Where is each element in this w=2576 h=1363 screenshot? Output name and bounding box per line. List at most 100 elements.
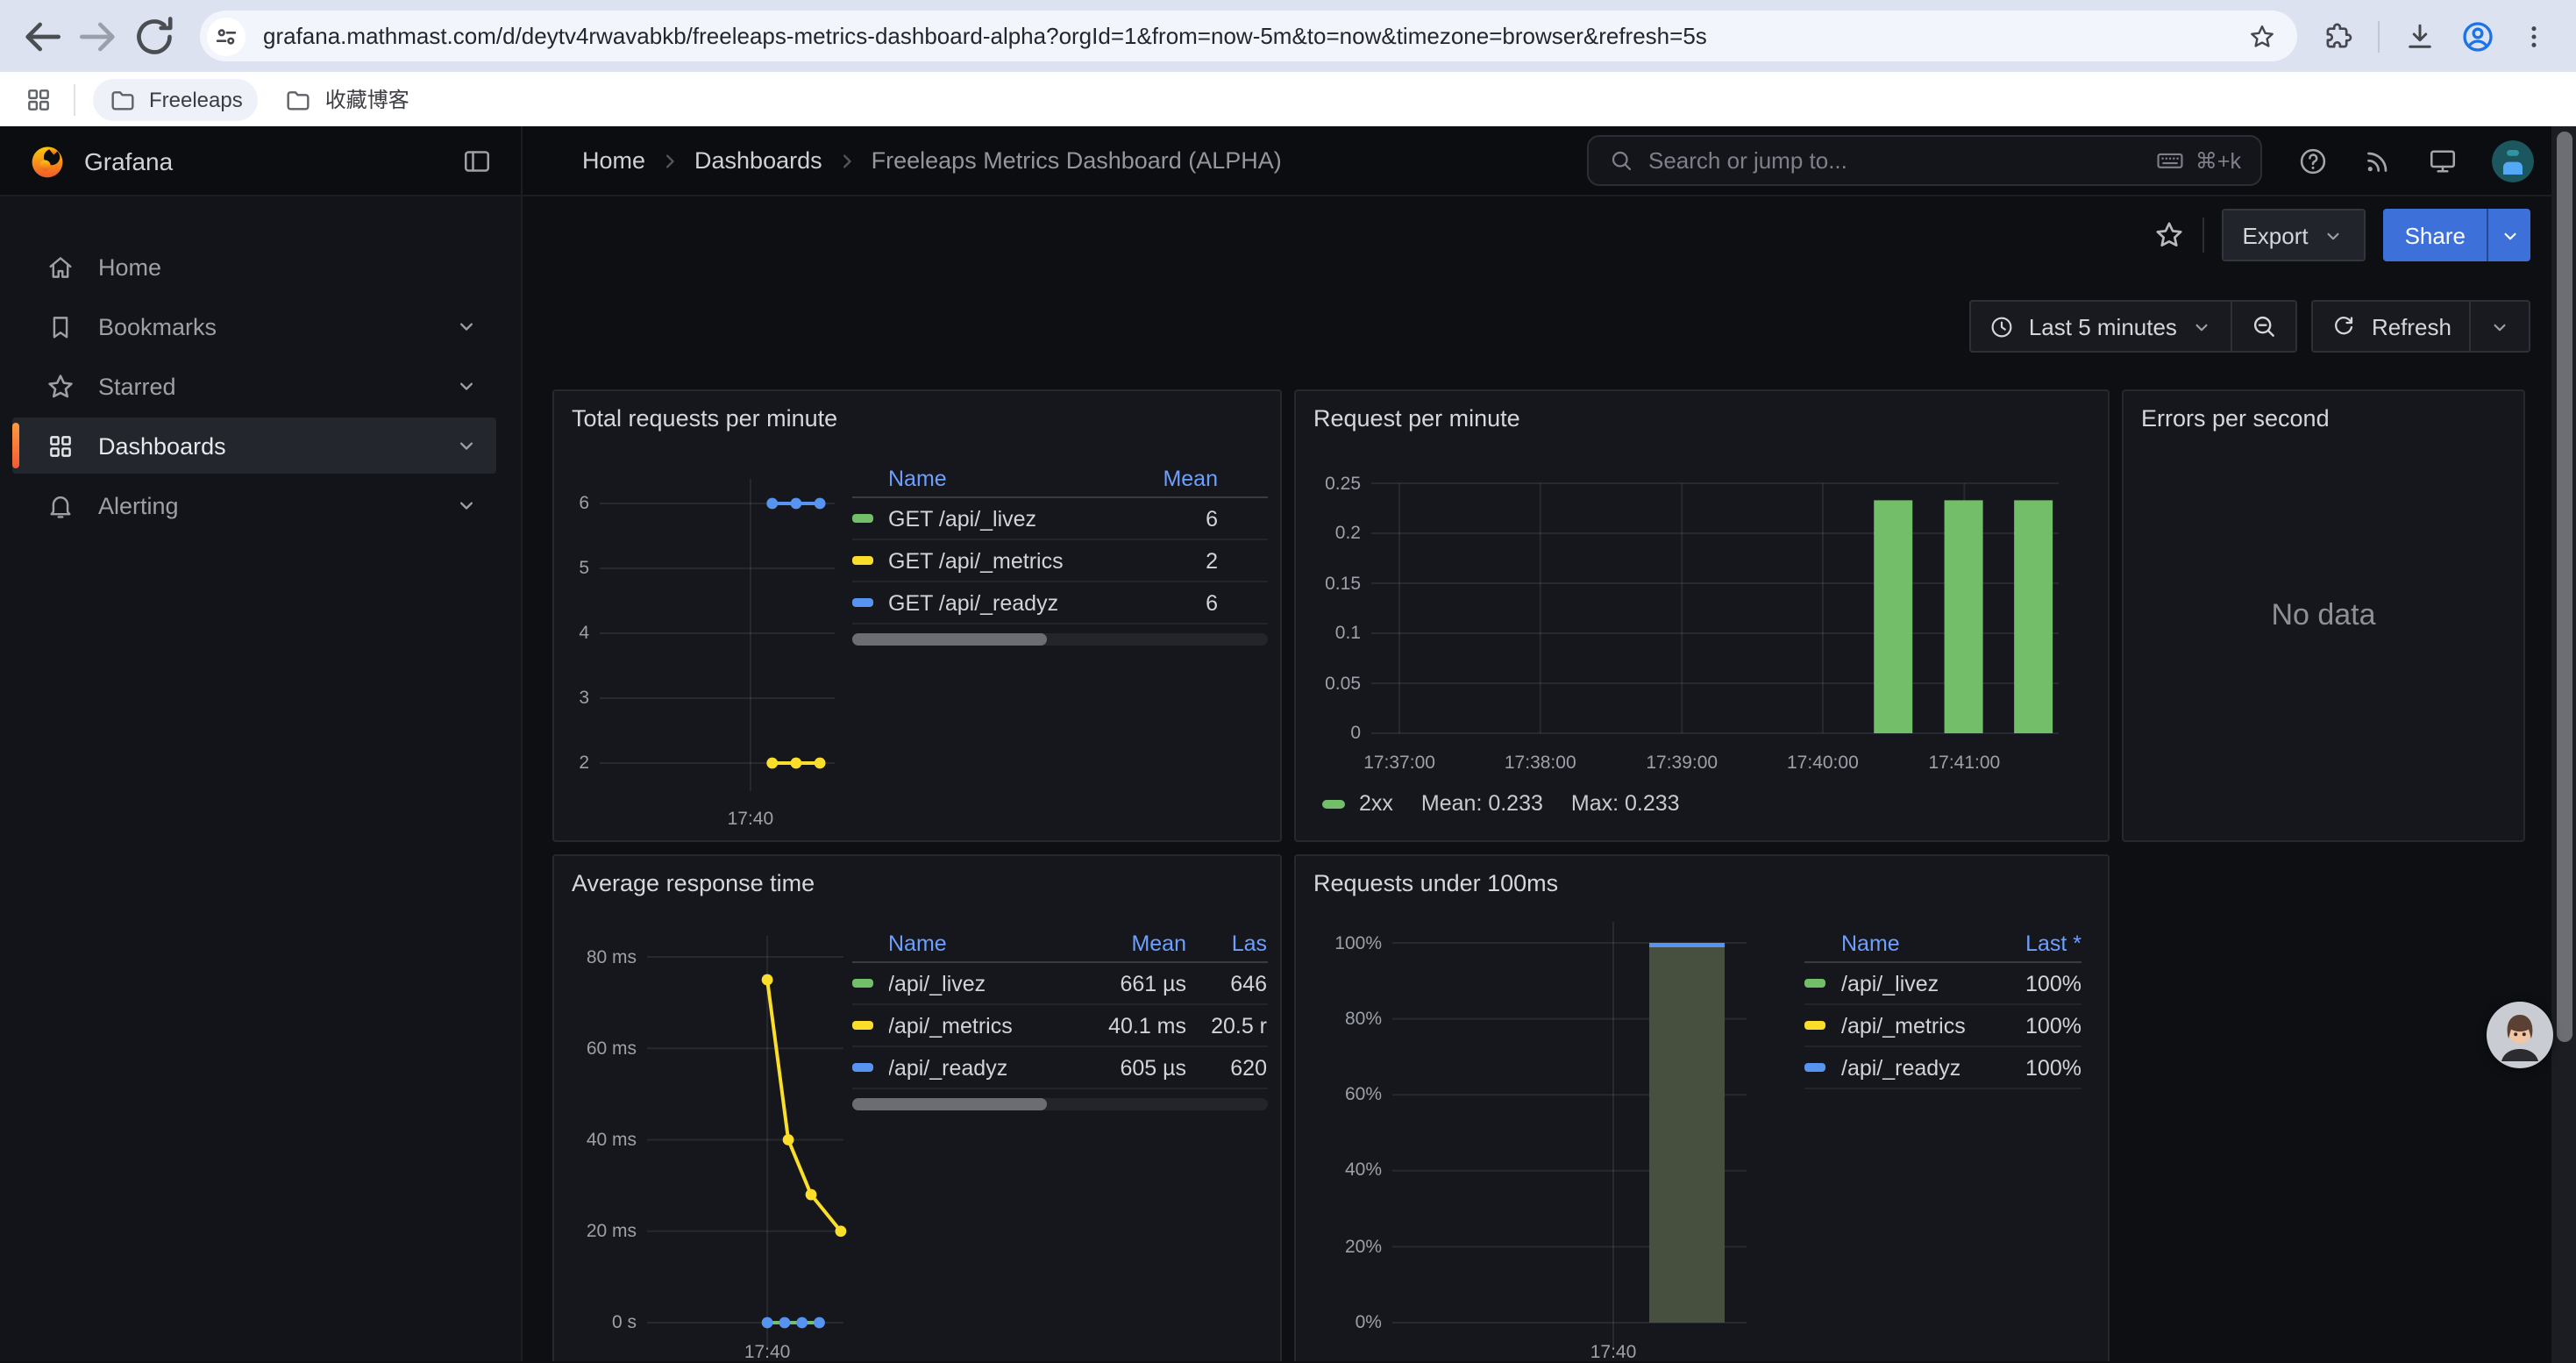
refresh-group: Refresh: [2312, 300, 2530, 353]
sidebar-item-home[interactable]: Home: [12, 239, 496, 295]
forward-icon[interactable]: [74, 11, 123, 61]
home-icon: [46, 252, 75, 282]
kiosk-monitor-icon[interactable]: [2427, 145, 2459, 176]
grafana-topnav: Grafana Home Dashboards Freeleaps Metrics …: [0, 126, 2576, 196]
search-input[interactable]: Search or jump to... ⌘+k: [1587, 135, 2262, 186]
zoom-out-button[interactable]: [2233, 302, 2296, 351]
bookmark-star-icon[interactable]: [2248, 22, 2276, 50]
panel-average-response-time[interactable]: Average response time NameMeanLas/api/_l…: [552, 854, 1282, 1361]
share-button[interactable]: Share: [2384, 209, 2530, 261]
time-picker-group: Last 5 minutes: [1969, 300, 2298, 353]
sidebar-toggle-icon[interactable]: [461, 145, 493, 176]
breadcrumb: Home Dashboards Freeleaps Metrics Dashboar…: [523, 147, 1282, 174]
export-label: Export: [2242, 222, 2308, 248]
reload-icon[interactable]: [130, 11, 179, 61]
grid-icon: [46, 431, 75, 460]
profile-avatar-icon[interactable]: [2460, 18, 2495, 54]
chart-canvas: [554, 856, 1280, 1361]
panel-errors-per-second[interactable]: Errors per second No data: [2122, 389, 2525, 842]
apps-grid-icon[interactable]: [25, 85, 53, 113]
bookmark-folder[interactable]: Freeleaps: [93, 78, 259, 120]
bookmark-folder[interactable]: 收藏博客: [269, 77, 425, 121]
tune-icon: [214, 24, 238, 48]
breadcrumb-item[interactable]: Home: [582, 147, 645, 174]
topnav-icons: [2297, 139, 2534, 182]
app-body: Home Bookmarks Starred Dashboards Alerting E…: [0, 196, 2576, 1361]
back-icon[interactable]: [18, 11, 67, 61]
panel-requests-under-100ms[interactable]: Requests under 100ms NameLast */api/_liv…: [1294, 854, 2110, 1361]
series-color-pill: [1322, 799, 1345, 808]
chevron-down-icon: [2498, 224, 2521, 246]
user-avatar[interactable]: [2492, 139, 2534, 182]
chevron-down-icon[interactable]: [454, 374, 479, 398]
chevron-down-icon[interactable]: [454, 493, 479, 517]
chevron-right-icon: [835, 148, 859, 173]
scrollbar-thumb[interactable]: [2556, 132, 2572, 1042]
sidebar-item-label: Dashboards: [98, 432, 226, 459]
url-text[interactable]: grafana.mathmast.com/d/deytv4rwavabkb/fr…: [263, 23, 2231, 49]
grafana-app: Grafana Home Dashboards Freeleaps Metrics …: [0, 126, 2576, 1363]
dashboard-actions: Export Share: [2153, 207, 2530, 263]
panel-title[interactable]: Request per minute: [1313, 405, 1520, 432]
share-menu-button[interactable]: [2487, 209, 2530, 261]
series-name: 2xx: [1359, 791, 1393, 816]
actions-divider: [2202, 218, 2203, 253]
no-data-message: No data: [2124, 391, 2523, 840]
panel-title[interactable]: Requests under 100ms: [1313, 870, 1558, 896]
sidebar-item-label: Alerting: [98, 492, 179, 518]
series-stat: Max: 0.233: [1571, 791, 1680, 816]
share-label: Share: [2384, 222, 2487, 248]
sidebar: Home Bookmarks Starred Dashboards Alerting: [0, 196, 523, 1361]
chart-legend[interactable]: 2xxMean: 0.233Max: 0.233: [1322, 791, 1680, 816]
panel-total-requests-per-minute[interactable]: Total requests per minute NameMeanGET /a…: [552, 389, 1282, 842]
breadcrumb-item[interactable]: Dashboards: [694, 147, 822, 174]
page-scrollbar[interactable]: [2551, 126, 2576, 1363]
export-button[interactable]: Export: [2221, 209, 2366, 261]
folder-icon: [109, 85, 137, 113]
page: grafana.mathmast.com/d/deytv4rwavabkb/fr…: [0, 0, 2576, 1363]
breadcrumb-item[interactable]: Freeleaps Metrics Dashboard (ALPHA): [872, 147, 1282, 174]
panel-title[interactable]: Total requests per minute: [572, 405, 837, 432]
sidebar-item-starred[interactable]: Starred: [12, 358, 496, 414]
brand-area: Grafana: [0, 126, 523, 195]
sidebar-item-dashboards[interactable]: Dashboards: [12, 417, 496, 474]
help-icon[interactable]: [2297, 145, 2329, 176]
chevron-down-icon[interactable]: [454, 433, 479, 458]
news-rss-icon[interactable]: [2362, 145, 2394, 176]
chevron-down-icon[interactable]: [454, 314, 479, 339]
browser-toolbar: grafana.mathmast.com/d/deytv4rwavabkb/fr…: [0, 0, 2576, 72]
refresh-icon: [2331, 313, 2358, 339]
site-settings-icon[interactable]: [207, 17, 246, 55]
bookmarks-list: Freeleaps 收藏博客: [93, 77, 436, 121]
grafana-logo-icon[interactable]: [28, 141, 67, 180]
sidebar-item-bookmarks[interactable]: Bookmarks: [12, 298, 496, 354]
assistant-avatar-widget[interactable]: [2487, 1002, 2553, 1068]
refresh-interval-button[interactable]: [2471, 302, 2529, 351]
url-bar[interactable]: grafana.mathmast.com/d/deytv4rwavabkb/fr…: [200, 11, 2297, 61]
chevron-down-icon: [2488, 315, 2511, 338]
search-placeholder: Search or jump to...: [1648, 147, 1847, 174]
chart-canvas: [554, 391, 1280, 840]
toolbar-divider: [2378, 20, 2380, 52]
sidebar-item-label: Starred: [98, 373, 176, 399]
time-range-picker[interactable]: Last 5 minutes: [1971, 302, 2231, 351]
bookmark-label: Freeleaps: [149, 87, 243, 111]
star-icon: [46, 371, 75, 401]
bookmark-label: 收藏博客: [325, 84, 409, 114]
refresh-button[interactable]: Refresh: [2314, 302, 2469, 351]
favorite-star-icon[interactable]: [2153, 219, 2184, 251]
sidebar-item-label: Bookmarks: [98, 313, 217, 339]
chart-canvas: [1296, 856, 2108, 1361]
sidebar-item-alerting[interactable]: Alerting: [12, 477, 496, 533]
panel-request-per-minute[interactable]: Request per minute 00.050.10.150.20.2517…: [1294, 389, 2110, 842]
chevron-down-icon: [2191, 315, 2214, 338]
active-indicator: [12, 423, 18, 468]
panel-title[interactable]: Average response time: [572, 870, 815, 896]
panel-title[interactable]: Errors per second: [2141, 405, 2330, 432]
brand-name: Grafana: [84, 146, 173, 175]
menu-kebab-icon[interactable]: [2520, 22, 2548, 50]
downloads-icon[interactable]: [2404, 20, 2436, 52]
clock-icon: [1989, 313, 2015, 339]
extensions-icon[interactable]: [2322, 20, 2353, 52]
search-shortcut: ⌘+k: [2155, 146, 2241, 175]
